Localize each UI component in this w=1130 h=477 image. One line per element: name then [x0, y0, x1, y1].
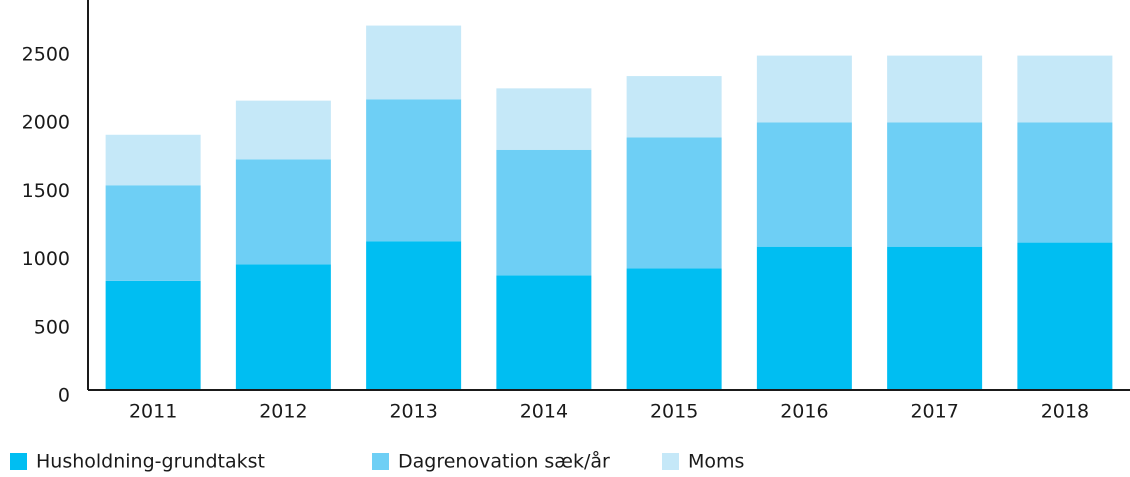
x-tick-label: 2012: [259, 401, 307, 423]
x-tick-label: 2018: [1041, 401, 1089, 423]
bar-segment: [235, 264, 331, 390]
bar-segment: [105, 134, 201, 186]
y-tick-label: 2500: [22, 43, 70, 65]
bar-segment: [887, 246, 983, 390]
bar-segment: [756, 246, 852, 390]
y-tick-label: 2000: [22, 112, 70, 134]
x-tick-label: 2017: [910, 401, 958, 423]
bar-segment: [496, 149, 592, 276]
bar-segment: [235, 159, 331, 265]
y-tick-label: 500: [34, 316, 70, 338]
bar-segment: [756, 122, 852, 247]
bar-segment: [235, 100, 331, 160]
legend-swatch: [10, 453, 27, 470]
x-tick-label: 2013: [389, 401, 437, 423]
x-tick-label: 2011: [129, 401, 177, 423]
y-tick-label: 0: [58, 385, 70, 407]
y-tick-label: 1500: [22, 180, 70, 202]
x-tick-label: 2016: [780, 401, 828, 423]
bar-segment: [105, 185, 201, 281]
bar-segment: [496, 275, 592, 390]
bar-segment: [887, 122, 983, 247]
bar-segment: [887, 55, 983, 123]
bar-segment: [496, 88, 592, 150]
bar-segment: [366, 99, 462, 242]
y-tick-label: 1000: [22, 248, 70, 270]
x-tick-label: 2014: [520, 401, 568, 423]
bar-segment: [105, 280, 201, 390]
bar-segment: [626, 268, 722, 390]
bar-segment: [366, 25, 462, 100]
legend-swatch: [372, 453, 389, 470]
x-tick-label: 2015: [650, 401, 698, 423]
bar-segment: [626, 76, 722, 138]
bar-segment: [1017, 122, 1113, 243]
bar-segment: [756, 55, 852, 123]
bar-segment: [366, 241, 462, 390]
legend-label: Moms: [688, 451, 744, 473]
legend-label: Husholdning-grundtakst: [36, 451, 265, 473]
bar-segment: [1017, 55, 1113, 123]
legend-swatch: [662, 453, 679, 470]
legend-label: Dagrenovation sæk/år: [398, 450, 610, 473]
bar-segment: [626, 137, 722, 269]
bar-segment: [1017, 242, 1113, 390]
